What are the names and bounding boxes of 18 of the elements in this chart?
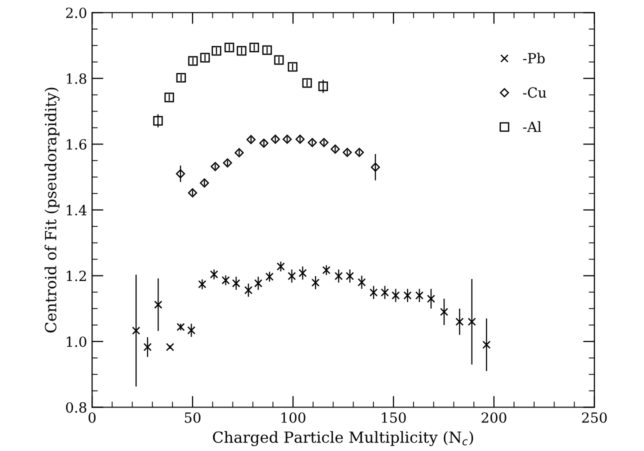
legend-label: -Pb (523, 52, 545, 64)
y-tick-label: 1.2 (66, 270, 86, 282)
legend-label: -Cu (523, 87, 546, 98)
x-tick-label: 250 (582, 412, 607, 423)
x-tick-label: 0 (88, 412, 96, 423)
y-tick-label: 2.0 (66, 8, 86, 18)
x-tick-label: 200 (482, 412, 506, 423)
y-tick-label: 1.4 (66, 204, 87, 216)
y-tick-label: 0.8 (66, 402, 86, 413)
x-axis-title: Charged Particle Multiplicity (N$_{c}$) (212, 431, 474, 446)
legend-label: -Al (523, 121, 542, 132)
y-tick-label: 1.8 (66, 73, 86, 84)
y-axis-title: Centroid of Fit (pseudorapidity) (44, 88, 60, 333)
y-tick-label: 1.6 (66, 139, 86, 150)
x-tick-label: 150 (382, 412, 406, 423)
x-tick-label: 50 (184, 412, 200, 423)
y-tick-label: 1.0 (66, 336, 86, 347)
x-tick-label: 100 (281, 412, 306, 423)
